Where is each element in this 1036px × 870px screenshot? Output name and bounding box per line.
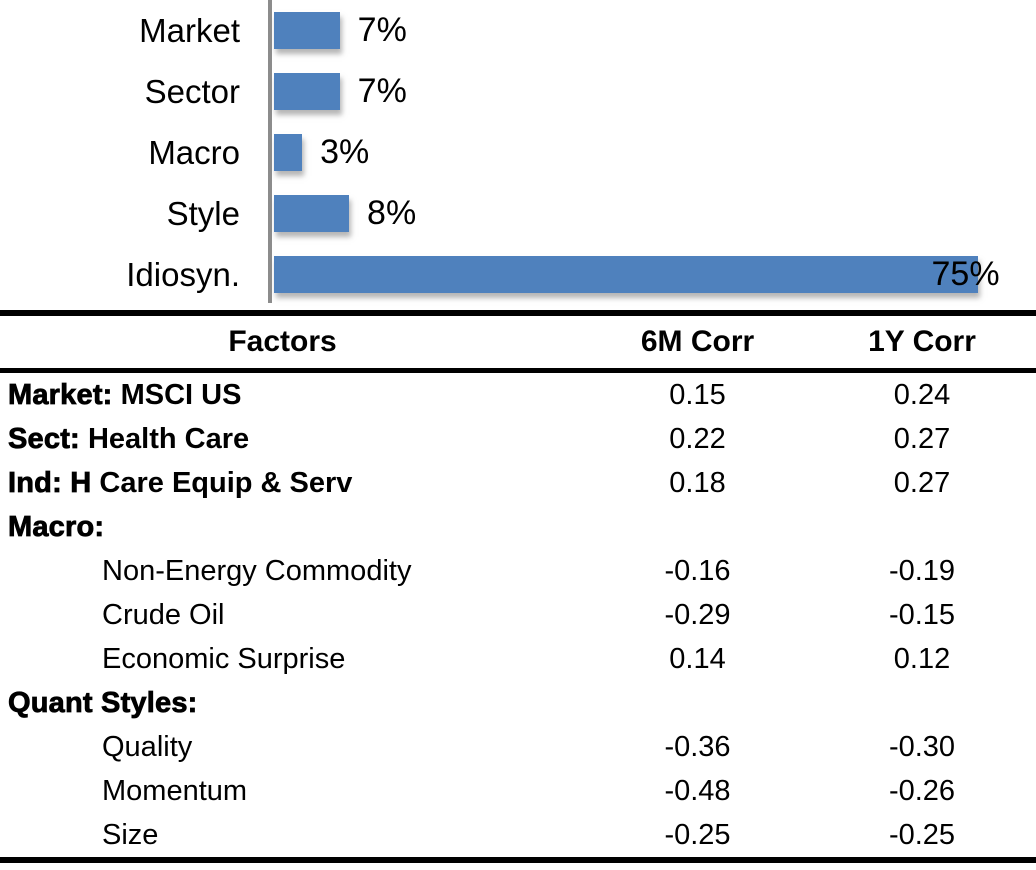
- factor-label-cell: Quant Styles:: [8, 686, 198, 719]
- table-row-sector: Sect: Health Care 0.22 0.27: [0, 417, 1036, 461]
- bar-value-label: 3%: [320, 133, 370, 171]
- column-header-factors: Factors: [228, 325, 337, 358]
- chart-row-macro: Macro 3%: [0, 122, 1036, 183]
- corr-6m-cell: -0.48: [664, 774, 731, 807]
- factor-label-cell: Size: [102, 818, 159, 851]
- table-row-quality: Quality -0.36 -0.30: [0, 725, 1036, 769]
- chart-row-market: Market 7%: [0, 0, 1036, 61]
- table-row-quant-styles-group: Quant Styles:: [0, 681, 1036, 725]
- table-row-macro-group: Macro:: [0, 505, 1036, 549]
- corr-1y-cell: 0.12: [893, 642, 951, 675]
- category-label: Style: [166, 195, 240, 232]
- factor-label-cell: Sect: Health Care: [8, 422, 250, 455]
- chart-axis-line: [268, 0, 272, 303]
- corr-6m-cell: -0.29: [664, 598, 731, 631]
- corr-6m-cell: -0.16: [664, 554, 731, 587]
- factor-label-cell: Momentum: [102, 774, 248, 807]
- corr-6m-cell: -0.25: [664, 818, 731, 851]
- factor-label-cell: Ind: H Care Equip & Serv: [8, 466, 353, 499]
- column-header-1y-corr: 1Y Corr: [868, 325, 976, 358]
- corr-1y-cell: -0.19: [888, 554, 956, 587]
- table-row-momentum: Momentum -0.48 -0.26: [0, 769, 1036, 813]
- bar-macro: [274, 134, 303, 171]
- factor-label-cell: Quality: [102, 730, 193, 763]
- chart-row-idiosyncratic: Idiosyn. 75%: [0, 244, 1036, 305]
- factor-label-cell: Economic Surprise: [102, 642, 346, 675]
- chart-row-sector: Sector 7%: [0, 61, 1036, 122]
- corr-1y-cell: 0.27: [893, 466, 951, 499]
- factor-label-cell: Non-Energy Commodity: [102, 554, 412, 587]
- column-header-6m-corr: 6M Corr: [640, 325, 755, 358]
- corr-6m-cell: 0.18: [669, 466, 726, 499]
- corr-1y-cell: 0.24: [893, 378, 951, 411]
- factor-correlation-table: Factors 6M Corr 1Y Corr Market: MSCI US …: [0, 310, 1036, 863]
- table-header: Factors 6M Corr 1Y Corr: [0, 316, 1036, 373]
- table-row-size: Size -0.25 -0.25: [0, 813, 1036, 857]
- table-row-crude-oil: Crude Oil -0.29 -0.15: [0, 593, 1036, 637]
- table-row-non-energy-commodity: Non-Energy Commodity -0.16 -0.19: [0, 549, 1036, 593]
- bar-sector: [274, 73, 340, 110]
- bar-value-label: 8%: [367, 194, 417, 232]
- corr-1y-cell: -0.15: [888, 598, 956, 631]
- chart-row-style: Style 8%: [0, 183, 1036, 244]
- table-row-market: Market: MSCI US 0.15 0.24: [0, 373, 1036, 417]
- corr-6m-cell: 0.14: [669, 642, 726, 675]
- factor-label-cell: Crude Oil: [102, 598, 225, 631]
- corr-1y-cell: -0.25: [888, 818, 956, 851]
- bar-idiosyncratic: [274, 256, 978, 293]
- corr-1y-cell: -0.26: [888, 774, 956, 807]
- category-label: Macro: [148, 134, 240, 171]
- corr-6m-cell: 0.22: [669, 422, 726, 455]
- corr-1y-cell: -0.30: [888, 730, 956, 763]
- bar-value-label: 7%: [357, 11, 407, 49]
- factor-contribution-chart: Market 7% Sector 7% Macro 3% Style 8% Id…: [0, 0, 1036, 305]
- factor-label-cell: Macro:: [8, 510, 105, 543]
- corr-6m-cell: 0.15: [669, 378, 726, 411]
- corr-1y-cell: 0.27: [893, 422, 951, 455]
- bar-value-label: 75%: [931, 255, 1000, 293]
- factor-label-cell: Market: MSCI US: [8, 378, 242, 411]
- bar-style: [274, 195, 350, 232]
- category-label: Idiosyn.: [126, 256, 240, 293]
- bar-value-label: 7%: [357, 72, 407, 110]
- category-label: Market: [139, 12, 240, 49]
- bar-market: [274, 12, 340, 49]
- corr-6m-cell: -0.36: [664, 730, 731, 763]
- table-row-economic-surprise: Economic Surprise 0.14 0.12: [0, 637, 1036, 681]
- category-label: Sector: [144, 73, 240, 110]
- table-row-industry: Ind: H Care Equip & Serv 0.18 0.27: [0, 461, 1036, 505]
